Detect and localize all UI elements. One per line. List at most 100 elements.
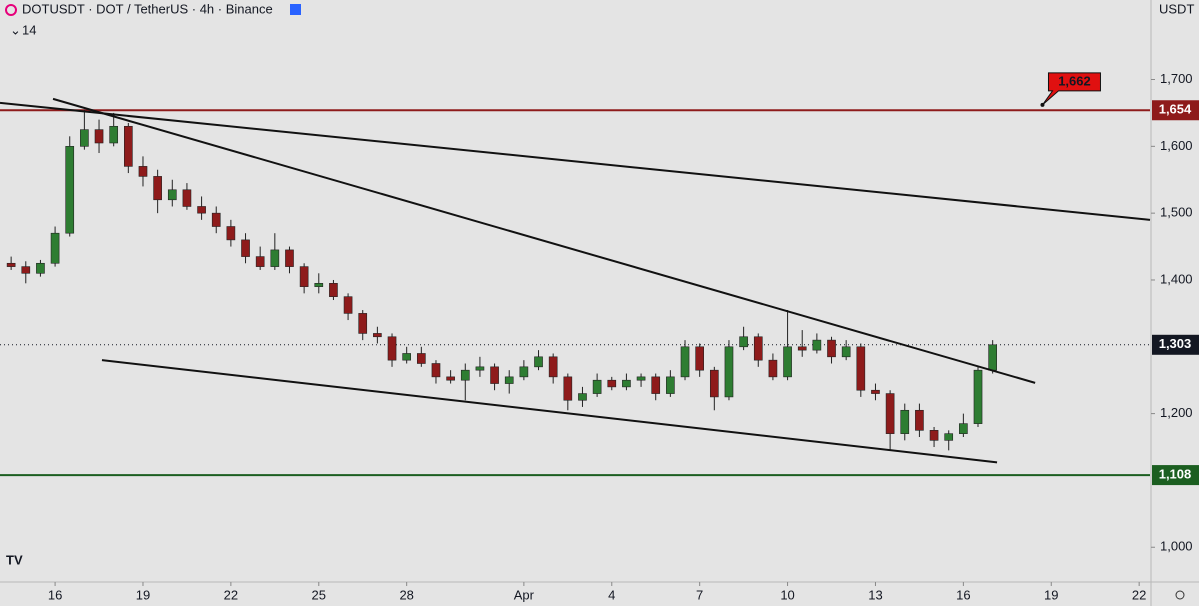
candle-body <box>50 232 60 264</box>
candle-body <box>827 339 836 358</box>
candle-body <box>153 176 162 201</box>
candle-body <box>431 363 441 378</box>
candle-body <box>504 376 514 384</box>
y-tick-label: 1,700 <box>1160 71 1193 86</box>
settings-icon[interactable] <box>1175 590 1185 600</box>
candle-body <box>475 366 485 371</box>
candle-body <box>607 379 617 388</box>
chart-title: DOTUSDT · DOT / TetherUS · 4h · Binance <box>22 1 273 16</box>
candle-body <box>988 344 997 371</box>
y-tick-label: 1,400 <box>1160 271 1193 286</box>
x-tick-label: 28 <box>399 587 413 602</box>
x-tick-label: 22 <box>1132 587 1146 602</box>
candle-body <box>387 336 397 361</box>
y-tick-label: 1,000 <box>1160 539 1193 554</box>
x-tick-label: 4 <box>608 587 615 602</box>
y-tick-label: 1,500 <box>1160 205 1193 220</box>
candle-body <box>416 353 426 364</box>
x-tick-label: 19 <box>1044 587 1058 602</box>
x-tick-label: 16 <box>956 587 970 602</box>
candle-body <box>211 212 221 227</box>
candle-body <box>226 226 236 241</box>
candle-body <box>80 129 89 147</box>
candle-body <box>255 256 265 267</box>
candle-body <box>285 249 294 267</box>
candle-body <box>622 379 631 388</box>
y-tick-label: 1,600 <box>1160 138 1193 153</box>
candle-body <box>783 346 792 378</box>
symbol-icon <box>5 4 17 16</box>
currency-selector[interactable] <box>1153 0 1199 20</box>
candle-body <box>592 379 602 394</box>
candle-body <box>753 336 763 361</box>
candle-body <box>329 283 338 297</box>
candle-body <box>768 359 778 378</box>
candle-body <box>841 346 851 358</box>
price-level-label: 1,303 <box>1159 336 1192 351</box>
candle-body <box>548 356 558 378</box>
candle-body <box>358 313 368 334</box>
candle-body <box>900 409 910 434</box>
trendline <box>52 97 1036 384</box>
candle-body <box>666 376 675 394</box>
candle-body <box>534 356 543 368</box>
candle-body <box>6 262 16 267</box>
candle-body <box>373 333 382 338</box>
candle-body <box>739 336 748 348</box>
candle-body <box>651 376 661 394</box>
plot-area <box>0 97 1151 477</box>
callout-box <box>1042 72 1101 106</box>
y-tick-label: 1,200 <box>1160 405 1193 420</box>
candle-body <box>695 346 704 371</box>
x-tick-label: 7 <box>696 587 703 602</box>
candle-body <box>709 369 719 398</box>
candle-body <box>109 125 119 144</box>
candle-body <box>871 389 880 394</box>
candle-body <box>460 369 470 381</box>
candle-body <box>959 423 968 434</box>
candle-body <box>680 346 690 378</box>
candle-body <box>167 189 177 201</box>
price-level-label: 1,654 <box>1159 102 1192 117</box>
candle-body <box>797 346 807 351</box>
candle-body <box>724 346 734 398</box>
candle-body <box>563 376 573 401</box>
candle-body <box>182 189 192 207</box>
indicator-count[interactable]: 14 <box>22 22 36 37</box>
candle-body <box>944 433 954 441</box>
flag-icon[interactable] <box>290 4 301 15</box>
candle-body <box>270 249 280 267</box>
tv-logo[interactable]: TV <box>6 552 23 567</box>
candle-body <box>138 166 148 177</box>
callout-label: 1,662 <box>1058 73 1091 88</box>
candle-body <box>578 393 587 401</box>
candle-body <box>124 125 133 167</box>
x-tick-label: 22 <box>224 587 238 602</box>
collapse-icon[interactable]: ⌄ <box>10 22 21 37</box>
candle-body <box>519 366 529 378</box>
price-level-tag <box>1152 334 1199 355</box>
currency-label[interactable]: USDT <box>1159 1 1194 16</box>
candle-body <box>197 206 206 214</box>
candle-body <box>36 262 45 274</box>
candle-body <box>402 353 412 361</box>
candle-body <box>915 409 924 431</box>
x-tick-label: 19 <box>136 587 150 602</box>
x-tick-label: 16 <box>48 587 62 602</box>
candle-body <box>314 283 324 287</box>
candle-body <box>885 393 895 434</box>
x-tick-label: 10 <box>780 587 794 602</box>
candle-body <box>21 266 31 274</box>
x-tick-label: 13 <box>868 587 882 602</box>
callout-anchor <box>1040 102 1045 107</box>
candle-body <box>973 369 983 424</box>
candle-body <box>446 376 455 381</box>
candle-body <box>94 129 104 144</box>
x-tick-label: Apr <box>514 587 535 602</box>
price-level-label: 1,108 <box>1159 467 1192 482</box>
candle-body <box>812 339 822 351</box>
candle-body <box>343 296 353 314</box>
candle-body <box>65 146 75 234</box>
